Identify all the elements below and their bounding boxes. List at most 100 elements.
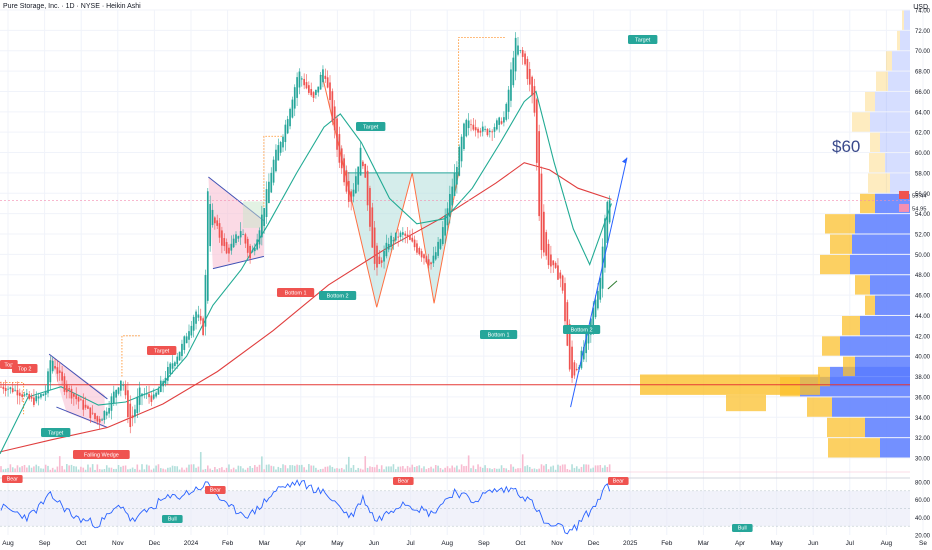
candle-body (89, 407, 92, 419)
volume-bar (261, 456, 263, 472)
volume-bar (23, 464, 26, 472)
volume-bar (449, 468, 451, 472)
candle-body (369, 188, 371, 227)
volume-bar (479, 466, 482, 472)
candle-body (526, 58, 529, 80)
time-tick-label: Mar (698, 540, 710, 547)
candle-body (474, 127, 477, 131)
volume-profile-bar-down (875, 91, 910, 112)
volume-bar (444, 467, 446, 472)
candle-body (270, 172, 273, 193)
volume-profile-bar-down (880, 438, 910, 458)
volume-bar (550, 466, 552, 472)
candle-body (319, 74, 322, 90)
candle-body (190, 325, 193, 336)
volume-profile-bar-down (885, 153, 910, 173)
candle-body (54, 366, 56, 369)
rsi-signal-label: Bull (168, 517, 177, 523)
time-tick-label: Feb (222, 540, 234, 547)
volume-bar (275, 469, 277, 472)
rsi-signal-box (608, 477, 629, 485)
volume-bar (251, 467, 254, 472)
last-price-value: 55.44 (912, 193, 927, 199)
candle-body (2, 386, 5, 390)
candle-body (73, 393, 75, 397)
volume-bar (101, 469, 103, 472)
price-tick-label: 58.00 (915, 171, 931, 177)
candle-body (333, 106, 336, 131)
volume-bar (514, 468, 517, 472)
volume-profile-bar-up (869, 153, 885, 173)
volume-bar (481, 467, 484, 472)
volume-profile-bar-up (852, 112, 870, 132)
volume-bar (538, 468, 540, 472)
candle-body (559, 272, 562, 279)
volume-bar (164, 469, 167, 472)
volume-bar (82, 467, 85, 472)
volume-bar (512, 466, 515, 472)
chart-title: Pure Storage, Inc. · 1D · NYSE · Heikin … (3, 3, 141, 10)
volume-bar (188, 464, 190, 472)
volume-bar (298, 465, 301, 472)
last-price-value: 54.95 (912, 206, 927, 212)
volume-bar (543, 465, 545, 472)
volume-bar (214, 466, 216, 472)
volume-bar (127, 469, 129, 472)
volume-bar (519, 468, 522, 472)
candle-body (575, 368, 578, 371)
volume-bar (160, 468, 162, 472)
price-tick-label: 74.00 (915, 9, 931, 15)
candle-body (65, 383, 68, 393)
moving-average-fast (0, 90, 613, 455)
candle-body (557, 265, 559, 280)
volume-bar (87, 464, 89, 472)
price-tick-label: 38.00 (915, 375, 931, 381)
volume-bar (195, 467, 197, 472)
candle-body (98, 418, 101, 423)
bottom1-label: Bottom 1 (285, 291, 307, 297)
volume-profile-bar-up (726, 394, 766, 412)
volume-profile-bar-up (865, 295, 875, 315)
candle-body (143, 393, 146, 395)
volume-bar (331, 466, 334, 472)
candle-body (312, 92, 315, 98)
volume-bar (364, 456, 367, 472)
volume-bar (458, 469, 461, 472)
time-tick-label: Dec (588, 540, 600, 547)
bottom2-label: Bottom 2 (327, 294, 349, 300)
volume-bar (547, 469, 550, 472)
mini-trend-line (607, 280, 618, 290)
volume-bar (366, 467, 369, 472)
candle-body (199, 316, 202, 321)
time-tick-label: Jun (808, 540, 819, 547)
candle-body (33, 397, 35, 405)
volume-bar (169, 467, 171, 472)
volume-bar (531, 468, 533, 472)
candle-body (465, 119, 468, 137)
time-tick-label: 2024 (184, 540, 199, 547)
candle-body (373, 227, 376, 264)
volume-bar (406, 465, 409, 472)
target-label: Target (363, 125, 379, 131)
volume-bar (150, 469, 153, 472)
volume-bar (239, 466, 242, 472)
volume-bar (68, 465, 70, 472)
volume-bar (171, 465, 174, 472)
candle-body (237, 236, 240, 239)
candle-body (21, 394, 23, 397)
candle-body (329, 82, 331, 101)
price-tick-label: 46.00 (915, 294, 931, 300)
volume-bar (134, 468, 136, 472)
time-tick-label: Aug (2, 540, 14, 547)
volume-bar (493, 468, 496, 472)
candle-body (214, 217, 216, 224)
volume-bar (592, 467, 594, 472)
volume-bar (583, 464, 585, 472)
candle-body (355, 176, 357, 194)
target-label: Target (154, 349, 170, 355)
target-label-box (41, 428, 71, 437)
volume-bar (355, 469, 357, 472)
time-tick-label: Aug (881, 540, 893, 547)
rsi-signal-box (2, 475, 23, 483)
